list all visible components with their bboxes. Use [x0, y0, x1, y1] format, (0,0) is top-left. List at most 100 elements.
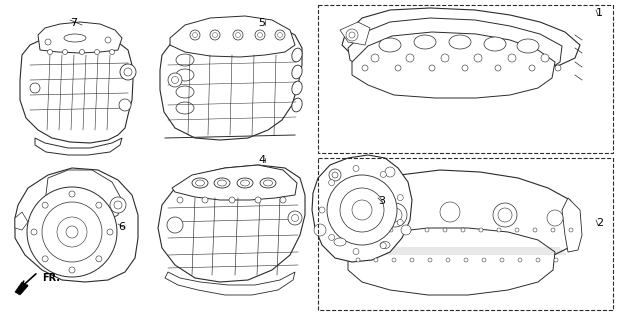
- Ellipse shape: [449, 35, 471, 49]
- Ellipse shape: [192, 178, 208, 188]
- Circle shape: [551, 228, 555, 232]
- Circle shape: [233, 30, 243, 40]
- Circle shape: [30, 83, 40, 93]
- Circle shape: [329, 169, 341, 181]
- Circle shape: [536, 258, 540, 262]
- Circle shape: [362, 65, 368, 71]
- Circle shape: [120, 64, 136, 80]
- Circle shape: [95, 50, 100, 54]
- Circle shape: [397, 220, 403, 225]
- Circle shape: [374, 258, 378, 262]
- Polygon shape: [562, 198, 582, 252]
- Circle shape: [114, 201, 122, 209]
- Circle shape: [275, 30, 285, 40]
- Circle shape: [171, 76, 178, 84]
- Circle shape: [190, 30, 200, 40]
- Circle shape: [193, 33, 197, 37]
- Circle shape: [110, 50, 115, 54]
- Circle shape: [42, 202, 102, 262]
- Circle shape: [319, 207, 325, 213]
- Circle shape: [202, 197, 208, 203]
- Circle shape: [292, 214, 298, 221]
- Circle shape: [119, 99, 131, 111]
- Circle shape: [555, 65, 561, 71]
- Circle shape: [255, 197, 261, 203]
- Bar: [318, 5, 613, 153]
- Polygon shape: [158, 165, 305, 282]
- Circle shape: [329, 180, 335, 186]
- Circle shape: [349, 32, 355, 38]
- Circle shape: [229, 197, 235, 203]
- Ellipse shape: [292, 48, 302, 62]
- Circle shape: [332, 172, 338, 178]
- Circle shape: [380, 172, 386, 177]
- Circle shape: [79, 50, 85, 54]
- Ellipse shape: [217, 180, 227, 186]
- Circle shape: [337, 200, 347, 210]
- Circle shape: [410, 258, 414, 262]
- Circle shape: [428, 258, 432, 262]
- Circle shape: [105, 37, 111, 43]
- Circle shape: [27, 187, 117, 277]
- Ellipse shape: [380, 242, 390, 249]
- Circle shape: [280, 197, 286, 203]
- Circle shape: [352, 200, 372, 220]
- Circle shape: [515, 228, 519, 232]
- Circle shape: [547, 210, 563, 226]
- Polygon shape: [330, 190, 358, 218]
- Circle shape: [474, 54, 482, 62]
- Circle shape: [235, 33, 241, 37]
- Circle shape: [371, 228, 375, 232]
- Circle shape: [464, 258, 468, 262]
- Circle shape: [385, 167, 395, 177]
- Polygon shape: [35, 138, 122, 155]
- Circle shape: [124, 68, 132, 76]
- Circle shape: [353, 228, 357, 232]
- Circle shape: [69, 191, 75, 197]
- Circle shape: [406, 54, 414, 62]
- Circle shape: [392, 258, 396, 262]
- Circle shape: [66, 226, 78, 238]
- Polygon shape: [340, 22, 370, 45]
- Circle shape: [57, 217, 87, 247]
- Text: 3: 3: [378, 196, 385, 206]
- Text: 1: 1: [596, 8, 603, 18]
- Ellipse shape: [292, 81, 302, 95]
- Circle shape: [277, 33, 282, 37]
- Polygon shape: [15, 168, 138, 282]
- Polygon shape: [15, 282, 28, 295]
- Circle shape: [441, 54, 449, 62]
- Circle shape: [346, 29, 358, 41]
- Ellipse shape: [379, 38, 401, 52]
- Circle shape: [314, 224, 326, 236]
- Circle shape: [167, 217, 183, 233]
- Circle shape: [533, 228, 537, 232]
- Text: 4: 4: [258, 155, 265, 165]
- Ellipse shape: [264, 180, 272, 186]
- Circle shape: [31, 229, 37, 235]
- Circle shape: [96, 202, 102, 208]
- Circle shape: [529, 65, 535, 71]
- Polygon shape: [352, 32, 555, 98]
- Circle shape: [42, 202, 48, 208]
- Polygon shape: [45, 170, 122, 225]
- Circle shape: [48, 50, 53, 54]
- Circle shape: [371, 54, 379, 62]
- Circle shape: [69, 267, 75, 273]
- Ellipse shape: [260, 178, 276, 188]
- Circle shape: [96, 256, 102, 262]
- Circle shape: [210, 30, 220, 40]
- Circle shape: [388, 208, 402, 222]
- Circle shape: [425, 228, 429, 232]
- Bar: [318, 158, 613, 310]
- Circle shape: [212, 33, 217, 37]
- Circle shape: [177, 197, 183, 203]
- Ellipse shape: [334, 238, 346, 246]
- Circle shape: [508, 54, 516, 62]
- Ellipse shape: [64, 34, 86, 42]
- Polygon shape: [348, 228, 555, 295]
- Circle shape: [63, 50, 67, 54]
- Circle shape: [462, 65, 468, 71]
- Ellipse shape: [176, 86, 194, 98]
- Polygon shape: [342, 8, 580, 72]
